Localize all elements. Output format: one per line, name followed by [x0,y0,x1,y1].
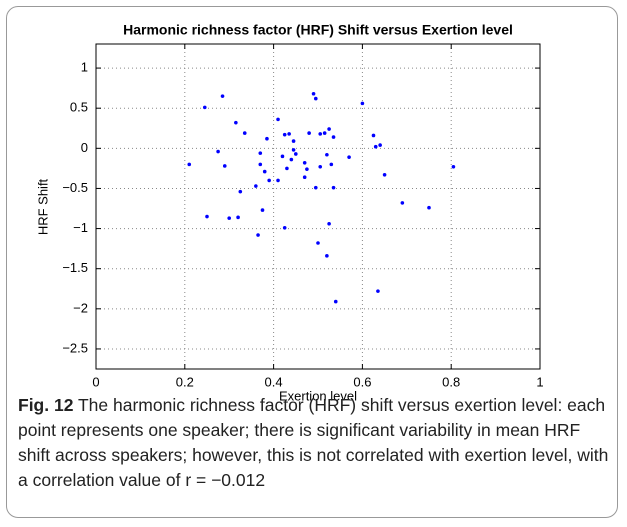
point [327,127,331,131]
y-tick-label: −2 [73,300,88,315]
point [236,215,240,220]
point [238,189,243,194]
y-tick-label: −0.5 [62,180,88,195]
x-tick-label: 1 [536,374,543,389]
x-tick-label: 0 [92,374,99,389]
point [333,299,338,304]
caption-text: The harmonic richness factor (HRF) shift… [18,395,609,490]
point [451,164,456,169]
point [287,132,291,136]
caption: Fig. 12 The harmonic richness factor (HR… [18,393,614,493]
point [322,131,327,135]
point [302,175,307,180]
point [318,164,323,169]
point [331,185,336,190]
point [256,233,260,237]
point [280,154,285,159]
plot-area [96,44,540,369]
point [316,241,320,245]
y-tick-label: −1.5 [62,260,88,275]
point [205,214,209,219]
plot-border [95,43,541,370]
point [285,166,289,171]
point [227,216,231,220]
point [282,225,287,230]
point [329,162,334,167]
point [313,185,318,190]
point [260,208,265,212]
point [302,160,307,165]
y-tick-label: 0.5 [70,100,88,115]
chart-title: Harmonic richness factor (HRF) Shift ver… [123,22,513,38]
point [313,96,318,101]
point [427,205,431,210]
point [305,167,309,171]
point [311,91,316,96]
x-tick-label: 0.8 [442,374,460,389]
y-tick-label: −2.5 [62,340,88,355]
point [267,178,271,183]
x-tick-label: 0.6 [353,374,371,389]
point [376,289,380,293]
point [220,94,225,98]
point [291,139,296,143]
chart: Harmonic richness factor (HRF) Shift ver… [35,22,543,404]
point [371,133,376,138]
point [276,117,280,122]
point [360,101,365,106]
point [216,149,220,154]
point [282,132,287,137]
point [276,178,280,183]
point [294,152,298,156]
y-tick-label: −1 [73,220,88,235]
point [265,136,269,141]
x-axis-label: Exertion level [279,388,357,403]
point [331,135,336,139]
point [291,148,296,152]
point [378,143,382,147]
y-axis-label: HRF Shift [35,178,50,235]
y-tick-label: 0 [81,140,88,155]
point [382,173,387,177]
point [400,201,405,205]
point [234,120,238,125]
x-tick-label: 0.2 [176,374,194,389]
point [373,144,378,149]
point [318,132,323,136]
point [347,155,351,159]
point [327,221,331,226]
point [258,151,263,155]
point [187,162,192,167]
point [242,131,247,135]
point [325,152,329,157]
caption-label: Fig. 12 [18,395,74,415]
point [254,184,258,188]
point [307,131,311,135]
point [289,157,294,162]
figure-frame [6,6,618,518]
y-tick-label: 1 [81,60,88,75]
x-tick-label: 0.4 [265,374,283,389]
point [325,254,329,258]
point [222,164,227,168]
point [202,105,207,110]
point [262,169,267,174]
point [258,162,263,167]
